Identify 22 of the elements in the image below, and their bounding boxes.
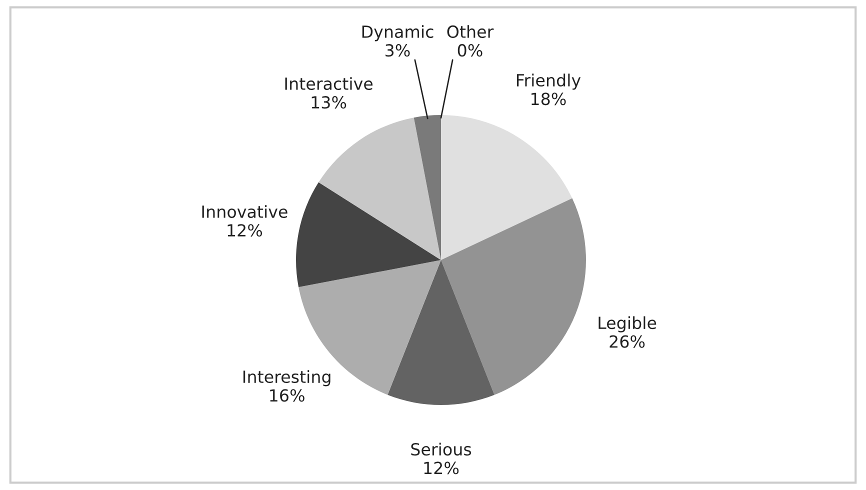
category-label: Other [447, 25, 494, 38]
slice-label: Interactive [285, 77, 373, 90]
data-label: 13% [312, 96, 346, 109]
data-label: 12% [228, 224, 262, 237]
pie-slice [414, 115, 441, 260]
slice-label: Dynamic [362, 25, 434, 42]
pie-slice [441, 198, 586, 395]
pie-slice [388, 260, 494, 405]
text: 0% [458, 44, 482, 57]
slice-label: Friendly [516, 74, 581, 90]
slice-label: Innovative [202, 205, 288, 218]
data-label: 12% [424, 462, 459, 474]
slice-label: Interesting [243, 370, 330, 386]
data-label: 3% [386, 44, 410, 57]
data-label: 18% [532, 92, 566, 106]
slice-label: Serious [411, 442, 472, 456]
pie-slice [441, 115, 572, 260]
pie-slice [296, 182, 441, 288]
data-label: 26% [610, 335, 645, 348]
data-label: 16% [270, 389, 304, 402]
pie-slice [318, 118, 441, 260]
slice-label: Legible [598, 316, 656, 332]
